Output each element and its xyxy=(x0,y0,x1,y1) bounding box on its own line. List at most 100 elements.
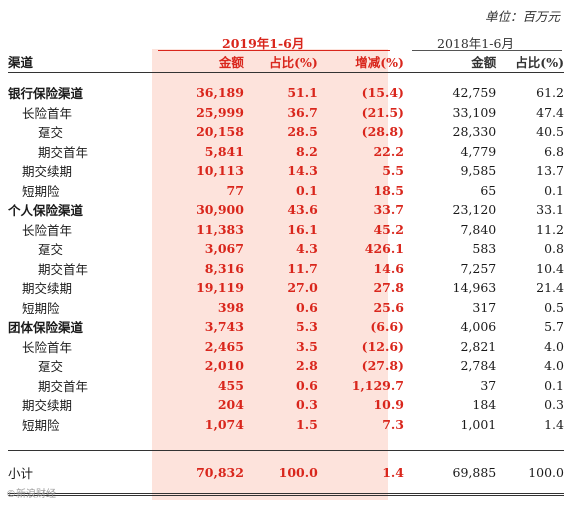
channel-name-cell: 趸交 xyxy=(38,242,64,258)
change-cell: (15.4) xyxy=(361,85,404,101)
amount-prior-cell: 14,963 xyxy=(452,280,497,296)
amount-cell: 455 xyxy=(217,377,244,393)
period-current-label: 2019年1-6月 xyxy=(222,36,305,51)
amount-prior-cell: 37 xyxy=(480,377,497,393)
header-change: 增减(%) xyxy=(317,50,404,73)
channel-name-cell: 短期险 xyxy=(22,300,60,316)
share-cell: 5.3 xyxy=(296,319,318,335)
amount-prior-cell: 4,779 xyxy=(460,143,497,159)
channel-name-cell: 趸交 xyxy=(38,125,64,141)
amount-cell: 1,074 xyxy=(204,416,244,432)
table-row: 期交首年 455 0.6 1,129.7 37 0.1 xyxy=(8,376,564,396)
change-cell: 426.1 xyxy=(364,241,404,257)
amount-prior-cell: 42,759 xyxy=(452,85,497,101)
share-prior-cell: 21.4 xyxy=(536,280,564,296)
table-row: 长险首年 2,465 3.5 (12.6) 2,821 4.0 xyxy=(8,337,564,357)
change-cell: 1.4 xyxy=(317,450,404,496)
amount-cell: 19,119 xyxy=(196,280,244,296)
channel-name-cell: 个人保险渠道 xyxy=(8,203,84,219)
change-cell: (21.5) xyxy=(361,104,404,120)
amount-cell: 25,999 xyxy=(196,104,244,120)
table-row: 期交续期 204 0.3 10.9 184 0.3 xyxy=(8,395,564,415)
amount-cell: 30,900 xyxy=(196,202,244,218)
change-cell: 5.5 xyxy=(382,163,404,179)
share-prior-cell: 0.8 xyxy=(544,241,564,257)
change-cell: 18.5 xyxy=(373,182,404,198)
share-prior-cell: 1.4 xyxy=(544,416,564,432)
spacer-row xyxy=(8,73,564,84)
share-prior-cell: 5.7 xyxy=(544,319,564,335)
table-row: 团体保险渠道 3,743 5.3 (6.6) 4,006 5.7 xyxy=(8,317,564,337)
amount-cell: 8,316 xyxy=(204,260,244,276)
share-prior-cell: 10.4 xyxy=(536,260,564,276)
table-row: 期交续期 10,113 14.3 5.5 9,585 13.7 xyxy=(8,161,564,181)
share-cell: 8.2 xyxy=(296,143,318,159)
share-prior-cell: 13.7 xyxy=(536,163,564,179)
table-row: 短期险 77 0.1 18.5 65 0.1 xyxy=(8,181,564,201)
amount-cell: 10,113 xyxy=(196,163,244,179)
share-cell: 4.3 xyxy=(296,241,318,257)
table-row: 长险首年 25,999 36.7 (21.5) 33,109 47.4 xyxy=(8,103,564,123)
share-cell: 36.7 xyxy=(287,104,318,120)
header-amount-prior: 金额 xyxy=(403,50,497,73)
channel-name-cell: 长险首年 xyxy=(22,339,73,355)
channel-name-cell: 短期险 xyxy=(22,183,60,199)
amount-prior-cell: 23,120 xyxy=(452,202,497,218)
amount-cell: 70,832 xyxy=(163,450,244,496)
table-header-row: 渠道 金额 占比(%) 增减(%) 金额 占比(%) xyxy=(8,50,564,73)
share-cell: 0.1 xyxy=(296,182,318,198)
amount-prior-cell: 7,257 xyxy=(460,260,497,276)
share-cell: 11.7 xyxy=(287,260,318,276)
change-cell: 45.2 xyxy=(373,221,404,237)
table-row: 趸交 2,010 2.8 (27.8) 2,784 4.0 xyxy=(8,356,564,376)
change-cell: 33.7 xyxy=(373,202,404,218)
share-cell: 1.5 xyxy=(296,416,318,432)
amount-cell: 20,158 xyxy=(196,124,244,140)
amount-cell: 5,841 xyxy=(204,143,244,159)
amount-prior-cell: 7,840 xyxy=(460,221,497,237)
change-cell: 1,129.7 xyxy=(351,377,404,393)
change-cell: 25.6 xyxy=(373,299,404,315)
share-prior-cell: 40.5 xyxy=(536,124,564,140)
channel-name-cell: 短期险 xyxy=(22,417,60,433)
amount-prior-cell: 1,001 xyxy=(460,416,497,432)
amount-prior-cell: 2,784 xyxy=(460,358,497,374)
table-row: 短期险 1,074 1.5 7.3 1,001 1.4 xyxy=(8,415,564,435)
share-prior-cell: 0.1 xyxy=(544,377,564,393)
change-cell: (28.8) xyxy=(361,124,404,140)
change-cell: 10.9 xyxy=(373,397,404,413)
channel-name-cell: 期交续期 xyxy=(22,281,73,297)
share-prior-cell: 33.1 xyxy=(536,202,564,218)
amount-prior-cell: 69,885 xyxy=(403,450,497,496)
change-cell: 27.8 xyxy=(373,280,404,296)
share-cell: 28.5 xyxy=(287,124,318,140)
share-prior-cell: 61.2 xyxy=(536,85,564,101)
channel-name-cell: 期交续期 xyxy=(22,164,73,180)
share-cell: 0.3 xyxy=(296,397,318,413)
current-period-highlight xyxy=(152,49,388,500)
share-prior-cell: 0.3 xyxy=(544,397,564,413)
table-row: 个人保险渠道 30,900 43.6 33.7 23,120 33.1 xyxy=(8,200,564,220)
watermark: ©新浪财经 xyxy=(6,489,56,500)
amount-prior-cell: 4,006 xyxy=(460,319,497,335)
amount-prior-cell: 317 xyxy=(472,299,497,315)
table-row: 期交续期 19,119 27.0 27.8 14,963 21.4 xyxy=(8,278,564,298)
share-cell: 14.3 xyxy=(287,163,318,179)
table-row: 短期险 398 0.6 25.6 317 0.5 xyxy=(8,298,564,318)
amount-prior-cell: 9,585 xyxy=(460,163,497,179)
change-cell: (12.6) xyxy=(361,338,404,354)
change-cell: 14.6 xyxy=(373,260,404,276)
change-cell: (27.8) xyxy=(361,358,404,374)
share-cell: 100.0 xyxy=(243,450,318,496)
share-cell: 51.1 xyxy=(287,85,318,101)
amount-prior-cell: 65 xyxy=(480,182,497,198)
amount-cell: 3,743 xyxy=(204,319,244,335)
table-row: 期交首年 8,316 11.7 14.6 7,257 10.4 xyxy=(8,259,564,279)
channel-name-cell: 银行保险渠道 xyxy=(8,86,84,102)
amount-cell: 398 xyxy=(217,299,244,315)
amount-cell: 36,189 xyxy=(196,85,244,101)
amount-prior-cell: 184 xyxy=(472,397,497,413)
share-prior-cell: 0.5 xyxy=(544,299,564,315)
header-channel: 渠道 xyxy=(8,50,164,73)
